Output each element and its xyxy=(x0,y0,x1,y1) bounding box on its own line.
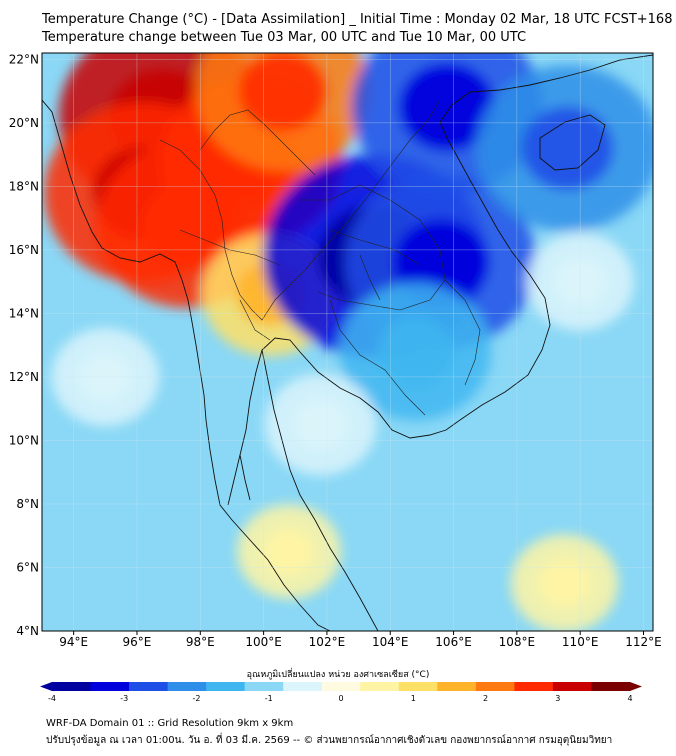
colorbar-tick-label: 2 xyxy=(483,694,488,703)
temperature-change-map: 22°N 20°N 18°N 16°N 14°N 12°N 10°N 8°N 6°N 4°N 94… xyxy=(9,52,662,649)
map-frame xyxy=(41,52,654,632)
lat-tick-label: 10°N xyxy=(9,433,39,447)
footer-credit: ปรับปรุงข้อมูล ณ เวลา 01:00น. วัน อ. ที่… xyxy=(46,735,613,746)
lat-tick-label: 8°N xyxy=(16,497,39,511)
colorbar-tick-label: 0 xyxy=(338,694,343,703)
lon-tick-label: 100°E xyxy=(245,635,282,649)
anomaly-core-hainan xyxy=(521,106,614,190)
colorbar-cell xyxy=(360,682,400,691)
colorbar-tick-label: -2 xyxy=(193,694,201,703)
colorbar-cell xyxy=(90,682,130,691)
colorbar-cell xyxy=(206,682,246,691)
colorbar-tick-label: 1 xyxy=(411,694,416,703)
anomaly-core-laos-north xyxy=(238,53,327,131)
lon-tick-label: 102°E xyxy=(309,635,346,649)
colorbar-cell xyxy=(244,682,284,691)
colorbar-tick-label: -3 xyxy=(120,694,128,703)
colorbar-cell xyxy=(167,682,207,691)
lon-tick-label: 94°E xyxy=(59,635,88,649)
lon-tick-label: 110°E xyxy=(562,635,599,649)
colorbar-cell xyxy=(129,682,169,691)
lon-tick-label: 106°E xyxy=(435,635,472,649)
lon-tick-label: 104°E xyxy=(372,635,409,649)
anomaly-core-malay-peninsula xyxy=(262,528,315,576)
lat-tick-label: 14°N xyxy=(9,306,39,320)
anomaly-core-vietnam-north xyxy=(399,63,495,151)
colorbar-max-arrow xyxy=(630,682,642,691)
map-subtitle: Temperature change between Tue 03 Mar, 0… xyxy=(42,30,527,45)
colorbar-cell xyxy=(552,682,592,691)
lat-tick-label: 18°N xyxy=(9,179,39,193)
lon-tick-label: 108°E xyxy=(499,635,536,649)
colorbar-tick-label: 4 xyxy=(627,694,632,703)
lat-tick-label: 22°N xyxy=(9,52,39,66)
lat-tick-label: 20°N xyxy=(9,116,39,130)
colorbar-cell xyxy=(475,682,515,691)
lat-tick-label: 6°N xyxy=(16,560,39,574)
anomaly-core-south-east xyxy=(537,558,592,608)
anomaly-core-gulf-of-thailand xyxy=(292,399,349,450)
lat-tick-label: 12°N xyxy=(9,370,39,384)
colorbar-cell xyxy=(437,682,477,691)
colorbar-tick-label: -4 xyxy=(48,694,56,703)
lat-tick-label: 4°N xyxy=(16,624,39,638)
map-title: Temperature Change (°C) - [Data Assimila… xyxy=(42,12,673,27)
footer-model-info: WRF-DA Domain 01 :: Grid Resolution 9km … xyxy=(46,718,294,729)
colorbar-cell xyxy=(52,682,92,691)
colorbar-min-arrow xyxy=(40,682,52,691)
lon-tick-label: 98°E xyxy=(186,635,215,649)
colorbar-cell xyxy=(398,682,438,691)
colorbar-cell xyxy=(514,682,554,691)
lat-tick-label: 16°N xyxy=(9,243,39,257)
lon-tick-label: 96°E xyxy=(123,635,152,649)
colorbar-tick-label: 3 xyxy=(555,694,560,703)
colorbar-label: อุณหภูมิเปลี่ยนแปลง หน่วย องศาเซลเซียส (… xyxy=(246,670,430,680)
lon-tick-label: 112°E xyxy=(625,635,662,649)
colorbar-cell xyxy=(591,682,631,691)
colorbar-tick-label: -1 xyxy=(265,694,273,703)
coastlines xyxy=(42,54,653,631)
colorbar: -4 -3 -2 -1 0 1 2 3 4 xyxy=(40,682,642,703)
colorbar-cell xyxy=(283,682,323,691)
anomaly-core-cambodia xyxy=(377,317,454,386)
colorbar-cell xyxy=(321,682,361,691)
